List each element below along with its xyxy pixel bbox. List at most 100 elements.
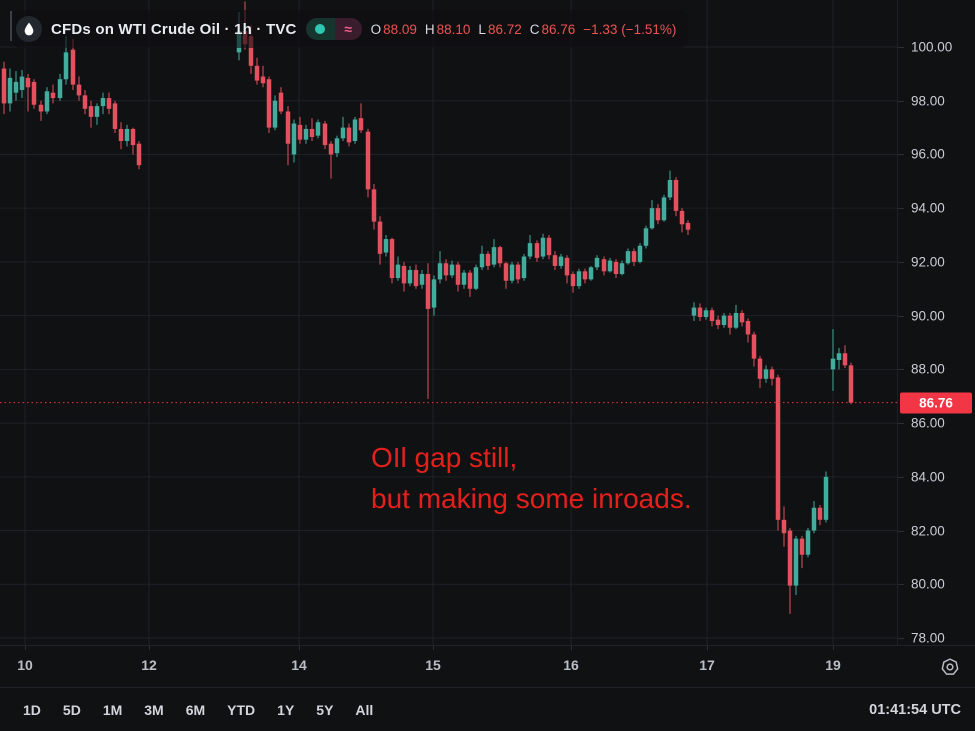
- candle-body: [76, 84, 82, 96]
- candle-body: [340, 127, 346, 139]
- price-axis-label: 88.00: [911, 361, 945, 377]
- candle-body: [389, 239, 395, 279]
- candle-body: [473, 267, 479, 289]
- candle-body: [365, 131, 371, 190]
- candle-body: [655, 208, 661, 221]
- axis-settings-gear-icon[interactable]: [939, 656, 961, 678]
- candle-body: [254, 65, 260, 81]
- candle-body: [334, 138, 340, 154]
- market-status-toggle[interactable]: ≈: [305, 18, 362, 40]
- candle-body: [503, 263, 509, 281]
- candle-body: [449, 264, 455, 276]
- candle-body: [38, 104, 44, 112]
- close-value: 86.76: [541, 21, 576, 37]
- change-value: −1.33 (−1.51%): [583, 21, 677, 37]
- symbol-title[interactable]: CFDs on WTI Crude Oil · 1h · TVC: [51, 20, 297, 38]
- candle-body: [346, 127, 352, 143]
- candle-body: [625, 251, 631, 264]
- candle-body: [413, 269, 419, 287]
- candle-body: [358, 118, 364, 131]
- candle-body: [823, 476, 829, 520]
- candle-body: [455, 264, 461, 285]
- candle-body: [546, 237, 552, 256]
- candle-body: [607, 260, 613, 272]
- time-axis-label: 10: [17, 657, 33, 673]
- candle-body: [112, 103, 118, 129]
- candle-body: [745, 321, 751, 335]
- candle-body: [781, 519, 787, 534]
- candle-body: [685, 222, 691, 230]
- open-label: O: [370, 21, 382, 37]
- range-button-5y[interactable]: 5Y: [316, 701, 334, 718]
- range-button-1d[interactable]: 1D: [23, 701, 41, 718]
- high-value: 88.10: [436, 21, 471, 37]
- candle-body: [485, 253, 491, 266]
- price-axis-label: 90.00: [911, 308, 945, 324]
- candle-body: [697, 307, 703, 317]
- clock-utc[interactable]: 01:41:54 UTC: [869, 701, 961, 718]
- pane-edge-highlight: [10, 11, 12, 41]
- candle-body: [431, 279, 437, 308]
- price-axis-label: 100.00: [911, 39, 953, 55]
- candle-body: [419, 274, 425, 285]
- range-buttons: 1D 5D 1M 3M 6M YTD 1Y 5Y All: [12, 697, 384, 723]
- candle-body: [31, 81, 37, 105]
- candle-body: [576, 271, 582, 287]
- time-axis-label: 16: [563, 657, 579, 673]
- candle-body: [272, 100, 278, 128]
- price-axis-label: 80.00: [911, 576, 945, 592]
- candle-body: [401, 265, 407, 284]
- candle-body: [649, 208, 655, 229]
- candle-body: [467, 272, 473, 289]
- candle-body: [278, 92, 284, 112]
- range-button-1m[interactable]: 1M: [102, 701, 123, 718]
- candle-body: [266, 79, 272, 128]
- time-axis-tickmark: [433, 646, 434, 650]
- candle-body: [534, 243, 540, 258]
- ohlc-readout: O 88.09 H 88.10 L 86.72 C 86.76 −1.33 (−…: [371, 22, 677, 37]
- bottom-toolbar: 1D 5D 1M 3M 6M YTD 1Y 5Y All 01:41:54 UTC: [0, 687, 975, 731]
- candle-body: [667, 179, 673, 198]
- candle-body: [558, 256, 564, 266]
- candle-body: [631, 251, 637, 262]
- time-axis-tickmark: [25, 646, 26, 650]
- candle-body: [322, 123, 328, 146]
- price-axis[interactable]: 86.76 100.00 98.00 96.00 94.00 92.00 90.00 88.…: [897, 0, 975, 646]
- candle-body: [118, 128, 124, 142]
- chart-annotation-text[interactable]: OIl gap still, but making some inroads.: [371, 437, 692, 519]
- price-axis-tickmark: [898, 423, 904, 425]
- candle-body: [594, 257, 600, 268]
- annotation-line-1: OIl gap still,: [371, 442, 518, 473]
- time-axis-tickmark: [571, 646, 572, 650]
- candle-body: [751, 334, 757, 359]
- price-axis-tickmark: [898, 154, 904, 156]
- candle-body: [44, 91, 50, 112]
- price-axis-tickmark: [898, 530, 904, 532]
- range-button-all[interactable]: All: [355, 701, 374, 718]
- candle-body: [588, 267, 594, 280]
- range-button-ytd[interactable]: YTD: [227, 701, 256, 718]
- time-axis[interactable]: 10 12 14 15 16 17 19: [0, 645, 975, 687]
- candle-body: [136, 143, 142, 166]
- candle-body: [94, 106, 100, 117]
- range-button-3m[interactable]: 3M: [144, 701, 164, 718]
- candlestick-chart[interactable]: [0, 0, 897, 645]
- candle-body: [124, 128, 130, 142]
- range-button-1y[interactable]: 1Y: [277, 701, 295, 718]
- chart-pane[interactable]: CFDs on WTI Crude Oil · 1h · TVC ≈ O 88.…: [0, 0, 897, 645]
- time-axis-tickmark: [833, 646, 834, 650]
- price-axis-label: 96.00: [911, 146, 945, 162]
- symbol-header: CFDs on WTI Crude Oil · 1h · TVC ≈ O 88.…: [12, 10, 689, 48]
- candle-body: [570, 274, 576, 287]
- range-button-6m[interactable]: 6M: [185, 701, 206, 718]
- candle-body: [371, 189, 377, 222]
- candle-body: [769, 369, 775, 379]
- candle-body: [285, 111, 291, 144]
- open-value: 88.09: [383, 21, 417, 37]
- candle-body: [395, 264, 401, 279]
- time-axis-tickmark: [707, 646, 708, 650]
- oil-drop-icon: [16, 16, 42, 42]
- range-button-5d[interactable]: 5D: [62, 701, 81, 718]
- price-axis-tickmark: [898, 100, 904, 102]
- candle-body: [248, 36, 254, 66]
